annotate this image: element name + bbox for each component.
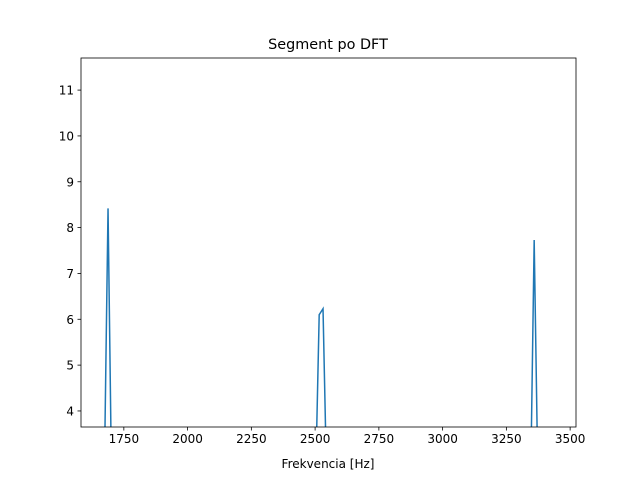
y-tick-label: 6 [66,313,74,327]
x-tick-label: 2500 [300,432,331,446]
x-tick-label: 2250 [236,432,267,446]
plot-frame [80,57,577,428]
x-tick-label: 3000 [427,432,458,446]
y-tick-label: 9 [66,175,74,189]
x-tick-label: 1750 [109,432,140,446]
y-tick-label: 8 [66,221,74,235]
chart-title: Segment po DFT [268,37,388,53]
x-tick-label: 2000 [172,432,203,446]
x-tick-label: 3500 [555,432,586,446]
x-tick-label: 3250 [491,432,522,446]
y-tick-label: 5 [66,359,74,373]
y-tick-label: 10 [59,129,74,143]
y-tick-label: 11 [59,84,74,98]
x-tick-label: 2750 [364,432,395,446]
data-line [104,208,538,427]
y-tick-label: 4 [66,404,74,418]
x-axis-label: Frekvencia [Hz] [282,457,375,471]
y-tick-label: 7 [66,267,74,281]
